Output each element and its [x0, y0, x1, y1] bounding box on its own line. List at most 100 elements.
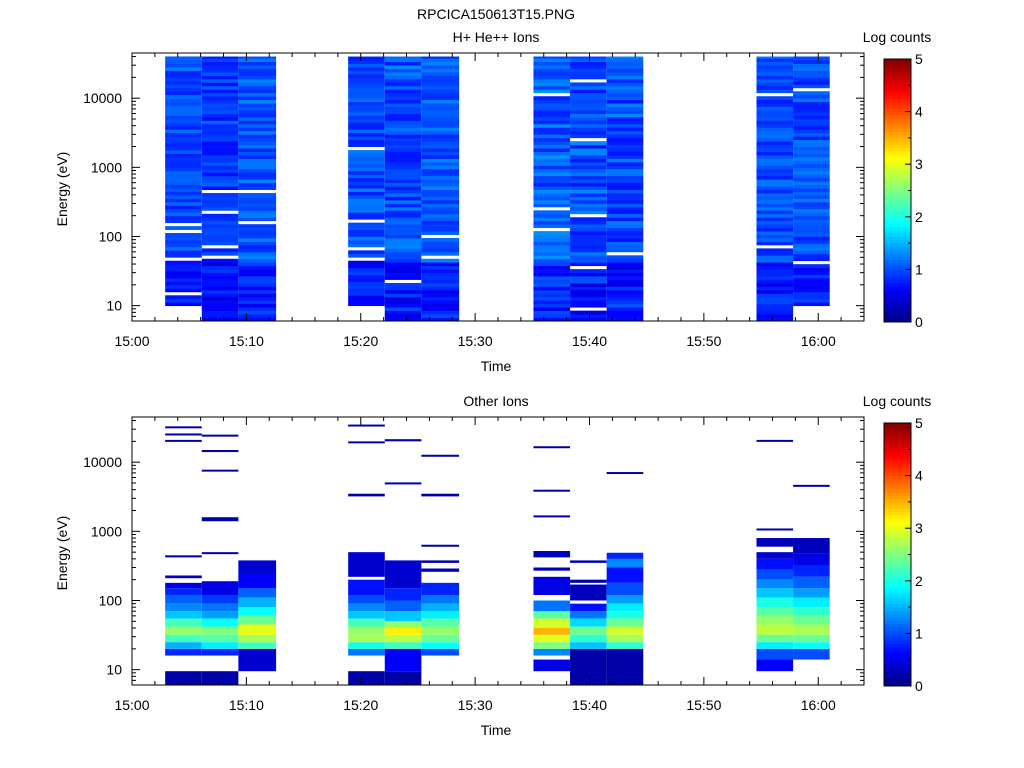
- spectrogram-cell: [533, 155, 571, 159]
- colorbar-tick-label: 1: [915, 261, 923, 277]
- colorbar-segment: [884, 679, 911, 684]
- spectrogram-cell: [570, 269, 607, 273]
- spectrogram-cell: [165, 426, 202, 429]
- spectrogram-cell: [421, 648, 460, 656]
- spectrogram-cell: [384, 199, 422, 204]
- spectrogram-cell: [238, 106, 277, 111]
- spectrogram-cell: [570, 127, 607, 132]
- spectrogram-cell: [384, 317, 422, 322]
- spectrogram-cell: [756, 186, 794, 190]
- spectrogram-cell: [533, 634, 571, 643]
- spectrogram-cell: [384, 155, 422, 159]
- spectrogram-cell: [756, 439, 794, 442]
- spectrogram-cell: [606, 68, 644, 73]
- spectrogram-cell: [756, 276, 794, 280]
- spectrogram-cell: [165, 603, 202, 612]
- spectrogram-cell: [238, 634, 277, 643]
- spectrogram-cell: [201, 179, 239, 184]
- spectrogram-cell: [165, 205, 202, 210]
- spectrogram-cell: [201, 289, 239, 294]
- colorbar-segment: [884, 561, 911, 565]
- spectrogram-cell: [533, 182, 571, 187]
- spectrogram-cell: [384, 439, 422, 442]
- spectrogram-cell: [238, 648, 277, 672]
- spectrogram-cell: [756, 158, 794, 163]
- spectrogram-cell: [238, 158, 277, 163]
- spectrogram-cell: [238, 241, 277, 246]
- spectrogram-cell: [421, 244, 460, 249]
- spectrogram-cell: [570, 120, 607, 125]
- colorbar-segment: [884, 567, 911, 572]
- spectrogram-cell: [201, 282, 239, 287]
- spectrogram-cell: [201, 186, 239, 190]
- spectrogram-cell: [533, 515, 571, 518]
- spectrogram-cell: [238, 642, 277, 649]
- spectrogram-cell: [165, 181, 202, 186]
- spectrogram-cell: [384, 137, 422, 142]
- spectrogram-cell: [606, 611, 644, 619]
- spectrogram-cell: [606, 130, 644, 135]
- spectrogram-cell: [793, 648, 830, 660]
- spectrogram-cell: [384, 56, 422, 59]
- spectrogram-cell: [238, 148, 277, 152]
- spectrogram-cell: [384, 65, 422, 69]
- spectrogram-cell: [793, 98, 830, 103]
- spectrogram-cell: [384, 286, 422, 291]
- spectrogram-cell: [348, 595, 385, 604]
- colorbar-segment: [884, 85, 911, 90]
- spectrogram-cell: [793, 115, 830, 120]
- spectrogram-cell: [533, 72, 571, 76]
- spectrogram-cell: [756, 199, 794, 204]
- spectrogram-cell: [201, 72, 239, 76]
- spectrogram-cell: [793, 94, 830, 99]
- spectrogram-cell: [793, 274, 830, 279]
- spectrogram-cell: [606, 148, 644, 152]
- spectrogram-cell: [606, 172, 644, 177]
- spectrogram-cell: [570, 314, 607, 318]
- colorbar-segment: [884, 88, 911, 93]
- spectrogram-cell: [533, 642, 571, 649]
- spectrogram-cell: [348, 611, 385, 619]
- colorbar-segment: [884, 177, 911, 182]
- colorbar-segment: [884, 305, 911, 310]
- spectrogram-cell: [165, 136, 202, 141]
- spectrogram-cell: [606, 296, 644, 301]
- colorbar-segment: [884, 197, 911, 201]
- spectrogram-cell: [348, 167, 385, 172]
- spectrogram-cell: [348, 493, 385, 497]
- colorbar-segment: [884, 134, 911, 139]
- spectrogram-cell: [348, 250, 385, 255]
- spectrogram-cell: [238, 314, 277, 318]
- colorbar-segment: [884, 252, 911, 257]
- spectrogram-cell: [570, 179, 607, 184]
- spectrogram-cell: [793, 191, 830, 196]
- spectrogram-cell: [238, 199, 277, 204]
- spectrogram-cell: [756, 89, 794, 94]
- spectrogram-cell: [533, 99, 571, 104]
- colorbar-segment: [884, 62, 911, 67]
- colorbar-segment: [884, 82, 911, 86]
- spectrogram-cell: [756, 538, 794, 547]
- colorbar-segment: [884, 626, 911, 631]
- spectrogram-cell: [238, 99, 277, 104]
- spectrogram-cell: [756, 106, 794, 111]
- spectrogram-cell: [348, 94, 385, 99]
- spectrogram-cell: [533, 576, 571, 596]
- spectrogram-cell: [384, 189, 422, 194]
- spectrogram-cell: [165, 91, 202, 96]
- colorbar-segment: [884, 259, 911, 264]
- spectrogram-cell: [756, 165, 794, 170]
- spectrogram-cell: [793, 56, 830, 58]
- spectrogram-cell: [793, 208, 830, 213]
- spectrogram-cell: [756, 634, 794, 643]
- spectrogram-cell: [238, 85, 277, 90]
- panel1-ylabel: Energy (eV): [54, 152, 70, 227]
- spectrogram-cell: [793, 108, 830, 113]
- spectrogram-cell: [238, 289, 277, 294]
- spectrogram-cell: [793, 73, 830, 78]
- spectrogram-cell: [606, 206, 644, 211]
- spectrogram-cell: [793, 302, 830, 307]
- spectrogram-cell: [421, 454, 460, 457]
- colorbar-tick-label: 3: [915, 520, 923, 536]
- spectrogram-cell: [165, 611, 202, 619]
